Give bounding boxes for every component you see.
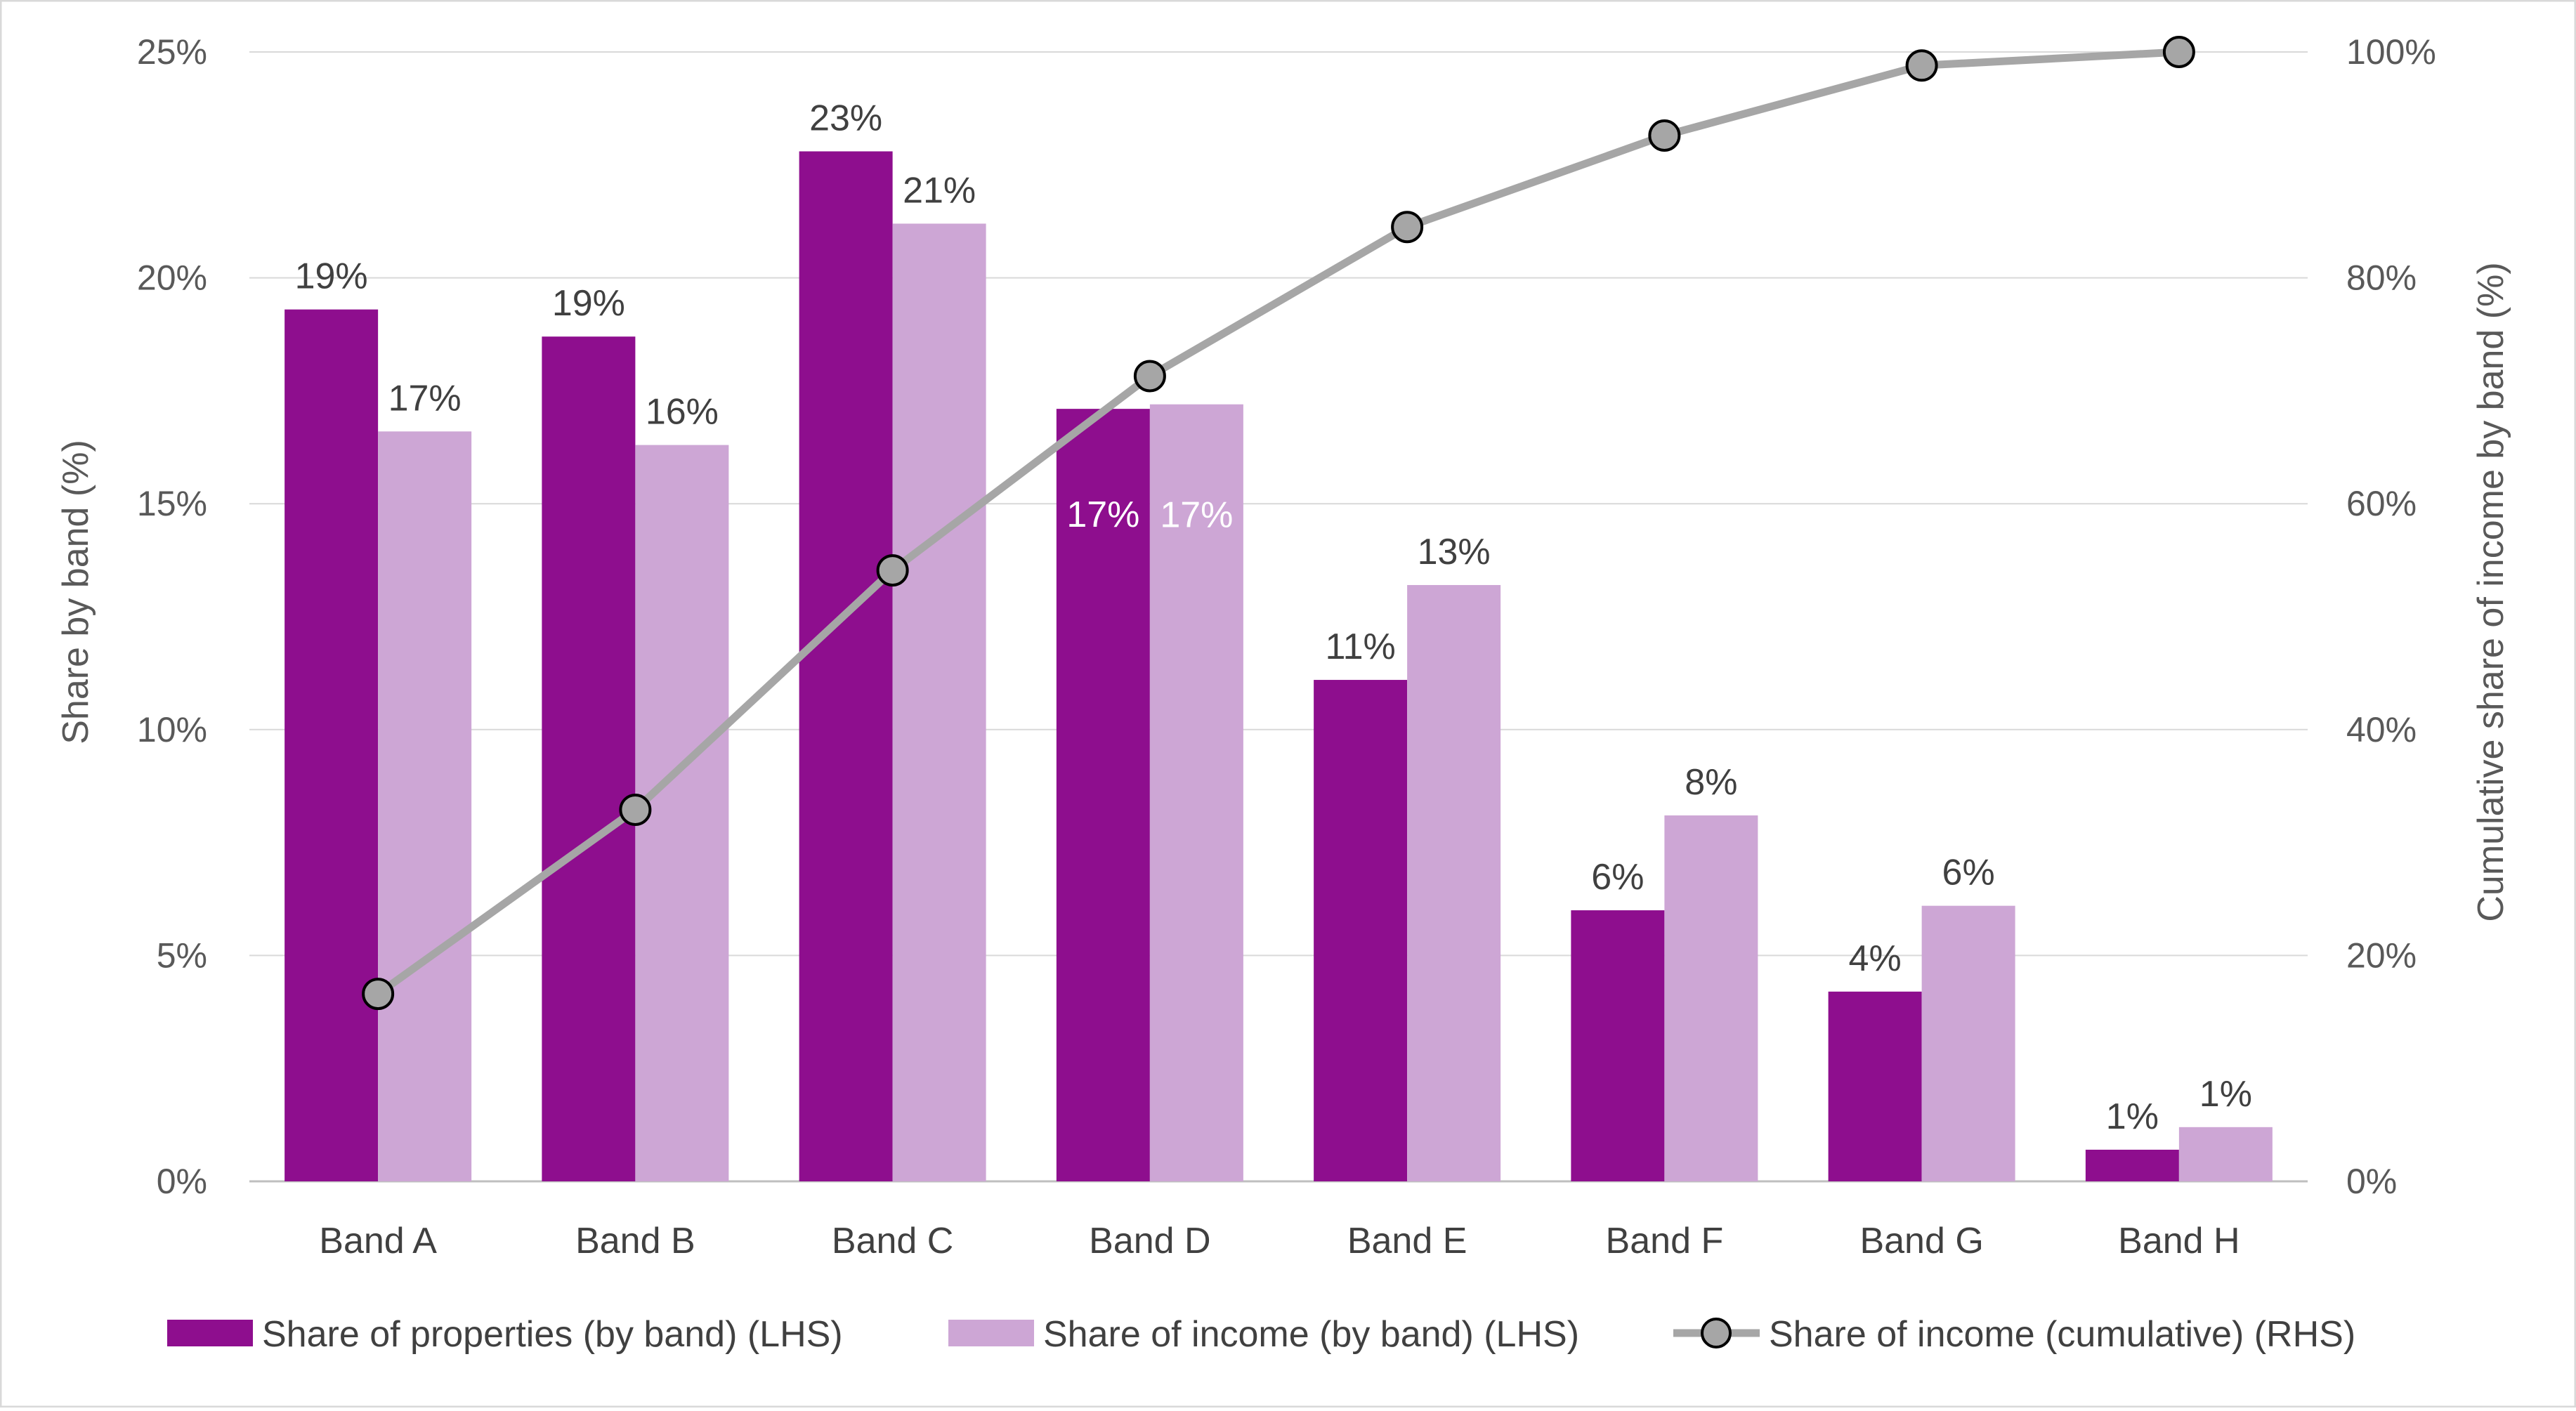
left-tick-label: 15% xyxy=(137,484,207,523)
bar-income xyxy=(2178,1127,2273,1181)
data-label-income: 17% xyxy=(1160,495,1233,536)
cumulative-point xyxy=(1648,119,1681,152)
bar-properties xyxy=(1056,409,1150,1182)
data-label-properties: 17% xyxy=(1066,494,1139,535)
right-axis-title: Cumulative share of income by band (%) xyxy=(2471,262,2511,921)
bar-properties xyxy=(1314,680,1408,1181)
right-tick-label: 20% xyxy=(2346,936,2417,975)
right-tick-label: 0% xyxy=(2346,1162,2397,1201)
legend-label-properties: Share of properties (by band) (LHS) xyxy=(262,1314,843,1355)
data-label-properties: 1% xyxy=(2106,1096,2159,1137)
bar-properties xyxy=(542,336,636,1181)
axes: Share by band (%) Cumulative share of in… xyxy=(55,32,2511,1261)
category-label: Band H xyxy=(2118,1221,2240,1261)
bar-income xyxy=(1407,584,1501,1181)
data-label-income: 16% xyxy=(646,392,719,433)
left-tick-label: 25% xyxy=(137,32,207,72)
category-label: Band F xyxy=(1606,1221,1724,1261)
data-label-properties: 11% xyxy=(1326,626,1396,667)
cumulative-point xyxy=(1905,49,1938,82)
category-label: Band D xyxy=(1089,1221,1210,1261)
category-label: Band B xyxy=(575,1221,695,1261)
right-tick-label: 60% xyxy=(2346,484,2417,523)
bars xyxy=(285,151,2273,1182)
bar-properties xyxy=(1828,991,1922,1181)
cumulative-point xyxy=(876,554,909,587)
left-tick-label: 20% xyxy=(137,258,207,298)
data-label-income: 13% xyxy=(1418,532,1491,572)
cumulative-point xyxy=(1391,211,1424,244)
cumulative-point xyxy=(619,793,652,826)
legend-label-cumulative: Share of income (cumulative) (RHS) xyxy=(1769,1314,2355,1355)
data-label-income: 8% xyxy=(1685,762,1737,803)
bar-properties xyxy=(2085,1149,2179,1181)
left-tick-label: 10% xyxy=(137,710,207,749)
legend-swatch-properties xyxy=(167,1320,253,1346)
data-label-properties: 19% xyxy=(295,256,368,297)
category-label: Band G xyxy=(1859,1221,1983,1261)
bar-properties xyxy=(285,309,379,1181)
bar-income xyxy=(378,431,472,1181)
bar-properties xyxy=(799,151,893,1181)
bar-income xyxy=(1149,404,1243,1181)
right-tick-label: 100% xyxy=(2346,32,2436,72)
data-label-properties: 6% xyxy=(1591,857,1644,898)
data-label-properties: 4% xyxy=(1849,938,1902,979)
data-labels: 19% 17% 19% 16% 23% 21% 17% 17% 11% 13% 6% 8% 4% 6% 1%… xyxy=(295,98,2252,1137)
data-label-income: 1% xyxy=(2199,1074,2252,1115)
data-label-properties: 23% xyxy=(809,98,882,139)
left-tick-label: 0% xyxy=(157,1162,207,1201)
category-label: Band E xyxy=(1347,1221,1467,1261)
cumulative-line xyxy=(362,36,2195,1011)
bar-income xyxy=(1921,905,2015,1181)
data-label-income: 21% xyxy=(903,170,976,211)
legend: Share of properties (by band) (LHS) Shar… xyxy=(167,1314,2355,1355)
left-tick-label: 5% xyxy=(157,936,207,975)
cumulative-point xyxy=(2162,36,2195,68)
bar-properties xyxy=(1571,910,1665,1181)
category-label: Band A xyxy=(319,1221,437,1261)
legend-marker-cumulative xyxy=(1701,1318,1732,1348)
right-tick-label: 80% xyxy=(2346,258,2417,298)
legend-label-income: Share of income (by band) (LHS) xyxy=(1043,1314,1579,1355)
bar-income xyxy=(892,223,986,1181)
data-label-income: 6% xyxy=(1942,853,1995,893)
bar-income xyxy=(1664,815,1758,1181)
cumulative-point xyxy=(362,978,395,1011)
right-tick-label: 40% xyxy=(2346,710,2417,749)
cumulative-line-path xyxy=(375,48,2180,997)
data-label-properties: 19% xyxy=(552,283,625,324)
left-axis-title: Share by band (%) xyxy=(55,440,96,744)
legend-swatch-income xyxy=(948,1320,1034,1346)
data-label-income: 17% xyxy=(388,378,462,419)
cumulative-point xyxy=(1133,360,1166,393)
category-label: Band C xyxy=(832,1221,953,1261)
